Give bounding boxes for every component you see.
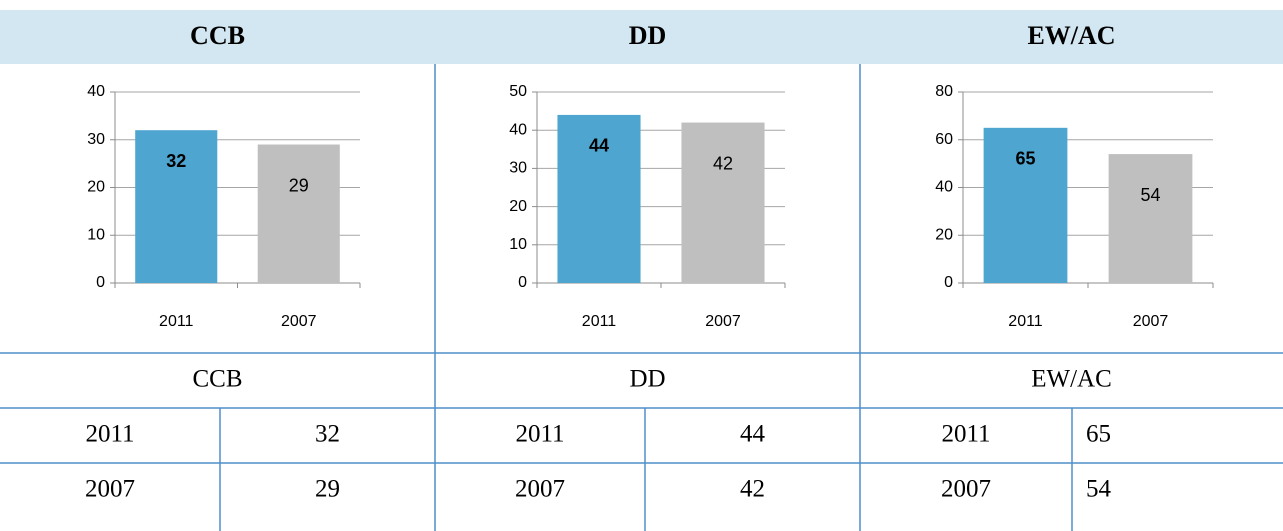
table-year: 2011 bbox=[941, 421, 990, 448]
table-year: 2011 bbox=[85, 421, 134, 448]
table-heading: DD bbox=[629, 366, 665, 393]
y-tick-label: 20 bbox=[87, 179, 105, 196]
y-tick-label: 40 bbox=[509, 121, 527, 138]
value-label: 42 bbox=[713, 153, 733, 173]
bar bbox=[681, 122, 765, 283]
bar bbox=[257, 144, 340, 283]
bar bbox=[1108, 154, 1193, 283]
bar bbox=[557, 114, 641, 283]
x-tick-label: 2011 bbox=[159, 313, 194, 330]
value-label: 32 bbox=[166, 151, 186, 171]
y-tick-label: 20 bbox=[935, 226, 953, 243]
value-label: 54 bbox=[1140, 185, 1160, 205]
y-tick-label: 80 bbox=[935, 83, 953, 100]
x-tick-label: 2007 bbox=[281, 313, 317, 330]
column-title: CCB bbox=[190, 21, 245, 50]
table-value: 32 bbox=[315, 421, 340, 448]
x-tick-label: 2011 bbox=[1008, 313, 1043, 330]
table-value: 42 bbox=[740, 476, 765, 503]
y-tick-label: 30 bbox=[87, 131, 105, 148]
table-value: 44 bbox=[740, 421, 766, 448]
column-title: DD bbox=[629, 21, 667, 50]
value-label: 29 bbox=[289, 175, 309, 195]
table-year: 2007 bbox=[941, 476, 991, 503]
y-tick-label: 60 bbox=[935, 131, 953, 148]
y-tick-label: 40 bbox=[935, 179, 953, 196]
table-heading: CCB bbox=[192, 366, 242, 393]
bar bbox=[135, 130, 218, 283]
column-title: EW/AC bbox=[1027, 21, 1115, 50]
x-tick-label: 2007 bbox=[705, 313, 741, 330]
y-tick-label: 40 bbox=[87, 83, 105, 100]
value-label: 44 bbox=[589, 136, 609, 156]
table-value: 29 bbox=[315, 476, 340, 503]
table-value: 54 bbox=[1086, 476, 1112, 503]
x-tick-label: 2011 bbox=[582, 313, 617, 330]
y-tick-label: 10 bbox=[87, 226, 105, 243]
table-year: 2007 bbox=[515, 476, 565, 503]
x-tick-label: 2007 bbox=[1133, 313, 1169, 330]
y-tick-label: 0 bbox=[944, 274, 953, 291]
y-tick-label: 0 bbox=[96, 274, 105, 291]
y-tick-label: 50 bbox=[509, 83, 527, 100]
table-year: 2007 bbox=[85, 476, 135, 503]
table-year: 2011 bbox=[515, 421, 564, 448]
y-tick-label: 10 bbox=[509, 236, 527, 253]
header-band bbox=[0, 10, 1283, 64]
table-value: 65 bbox=[1086, 421, 1111, 448]
y-tick-label: 20 bbox=[509, 198, 527, 215]
value-label: 65 bbox=[1015, 149, 1035, 169]
y-tick-label: 0 bbox=[518, 274, 527, 291]
y-tick-label: 30 bbox=[509, 160, 527, 177]
bar bbox=[983, 127, 1068, 283]
table-heading: EW/AC bbox=[1031, 366, 1112, 393]
